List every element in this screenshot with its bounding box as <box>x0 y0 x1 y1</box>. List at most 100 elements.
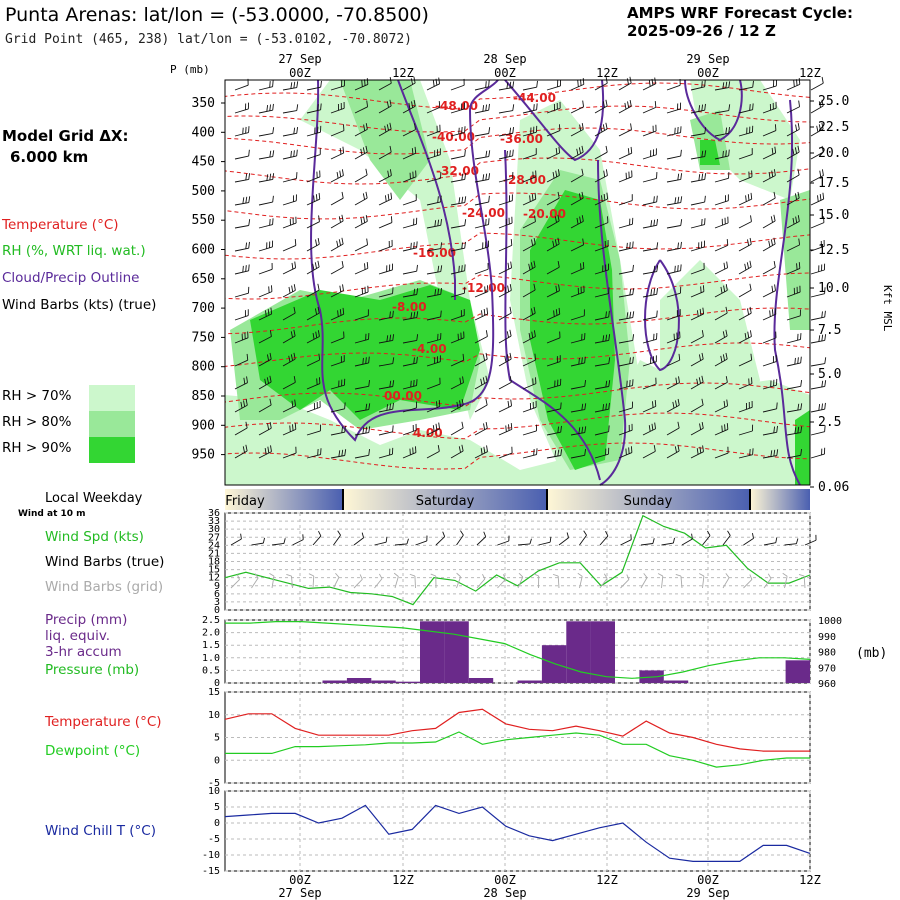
wind-barb <box>378 99 392 114</box>
wind-barb <box>642 265 659 275</box>
wind-barb <box>714 423 729 436</box>
wind-barb <box>426 242 443 252</box>
wind-barb <box>402 123 416 137</box>
panel-y-tick-label: 3 <box>214 597 220 608</box>
wind-barb <box>258 80 274 91</box>
wind-barb <box>618 123 632 137</box>
wind-barb <box>642 101 657 114</box>
wind-barb <box>450 331 465 344</box>
height-tick-label: 22.5 <box>818 120 849 135</box>
rh80-region <box>340 80 430 200</box>
surface-wind-barb-grid <box>577 572 583 589</box>
wind-barb <box>402 401 418 413</box>
wind-barb <box>474 150 491 160</box>
wind-barb <box>810 99 824 114</box>
wind-barb <box>642 355 657 367</box>
cloud-outline <box>684 79 743 142</box>
wind-barb <box>810 402 826 413</box>
wind-barb <box>810 287 826 298</box>
cloud-outline <box>397 79 456 300</box>
wind-barb <box>786 403 803 413</box>
wind-barb <box>330 191 344 206</box>
windchill-panel: 10 5 0 -5 -10 -15 <box>202 786 811 877</box>
wind-barb <box>546 191 560 206</box>
wind-barb <box>642 377 657 390</box>
surface-wind-barb-true <box>804 534 817 546</box>
panel-frame <box>224 691 811 784</box>
panel-y-tick-label: -5 <box>208 778 220 789</box>
wind-barb <box>570 168 584 183</box>
surface-wind-barb-true <box>743 533 754 546</box>
precip-liq-label: liq. equiv. <box>45 628 111 644</box>
wind-barb <box>402 241 418 252</box>
isotherm-line <box>224 232 811 260</box>
wind-barb <box>594 447 610 459</box>
wind-barb <box>306 400 321 413</box>
wind-barb <box>234 196 251 206</box>
wind-barb <box>522 353 537 367</box>
wind-barb <box>546 378 562 390</box>
wind-barb <box>402 146 417 160</box>
temperature-contour-label: -48.00 <box>435 99 478 113</box>
wind-barb <box>570 145 584 160</box>
pressure-tick-label: 950 <box>192 448 215 463</box>
wind-barb <box>234 264 250 275</box>
wind-barb <box>234 126 250 137</box>
panel-y-tick-label: 10 <box>208 710 220 721</box>
wind-barb <box>618 446 633 459</box>
wind-barb <box>642 287 658 298</box>
wind-barb <box>738 125 754 137</box>
precip-label: Precip (mm) <box>45 612 128 628</box>
wind-barb <box>786 380 803 390</box>
wind-barb <box>594 402 610 413</box>
wind-barb <box>234 149 250 160</box>
wind-barb <box>234 444 248 459</box>
wind-barb <box>810 76 824 91</box>
wind-barb <box>450 421 464 436</box>
wind-barb <box>402 194 417 206</box>
panel-y-tick-label: -10 <box>202 850 220 861</box>
wind-barb <box>402 356 418 367</box>
wind-barb <box>786 168 800 183</box>
wind-barb <box>522 192 537 206</box>
wind-barb <box>618 194 633 206</box>
wind-barb <box>666 286 682 298</box>
wind-barb <box>522 448 538 459</box>
wind-barb <box>234 421 248 436</box>
wind-barb <box>522 424 538 436</box>
wind-barb <box>738 170 753 183</box>
weekday-label: Sunday <box>624 494 673 509</box>
rh-legend-swatch <box>89 385 135 411</box>
wind-barb <box>570 100 584 114</box>
wind-barb <box>378 145 392 160</box>
wind-barb <box>234 241 250 252</box>
wind-barb <box>474 330 488 344</box>
wind-barb <box>306 283 320 298</box>
wind-barb <box>570 262 585 275</box>
wind-barb <box>594 122 608 137</box>
wind-barb <box>666 173 683 183</box>
wind-barb <box>642 148 657 160</box>
wind-barb <box>258 173 275 183</box>
isotherm-line <box>224 382 811 407</box>
wind-barb <box>474 195 490 206</box>
wind-barb <box>306 215 320 229</box>
model-grid-value: 6.000 km <box>10 148 89 166</box>
wind-barb <box>402 423 417 436</box>
panel-y-tick-label: 6 <box>214 589 220 600</box>
wind-barb <box>378 192 393 206</box>
surface-wind-barb-grid <box>269 572 275 589</box>
wind-barb <box>570 123 584 137</box>
wind-barb <box>450 353 465 367</box>
wind-barb <box>546 124 561 137</box>
wind-barb <box>306 103 322 114</box>
bottom-time-tick-label: 00Z <box>697 873 719 887</box>
bottom-date-label: 27 Sep <box>278 886 321 900</box>
wind-barb <box>234 309 249 321</box>
wind-barb <box>426 422 440 436</box>
wind-barb <box>594 216 609 229</box>
surface-wind-barb-grid <box>353 574 363 589</box>
wind-barb <box>282 329 296 344</box>
wind-barb <box>306 80 322 91</box>
wind-barb <box>642 400 657 413</box>
